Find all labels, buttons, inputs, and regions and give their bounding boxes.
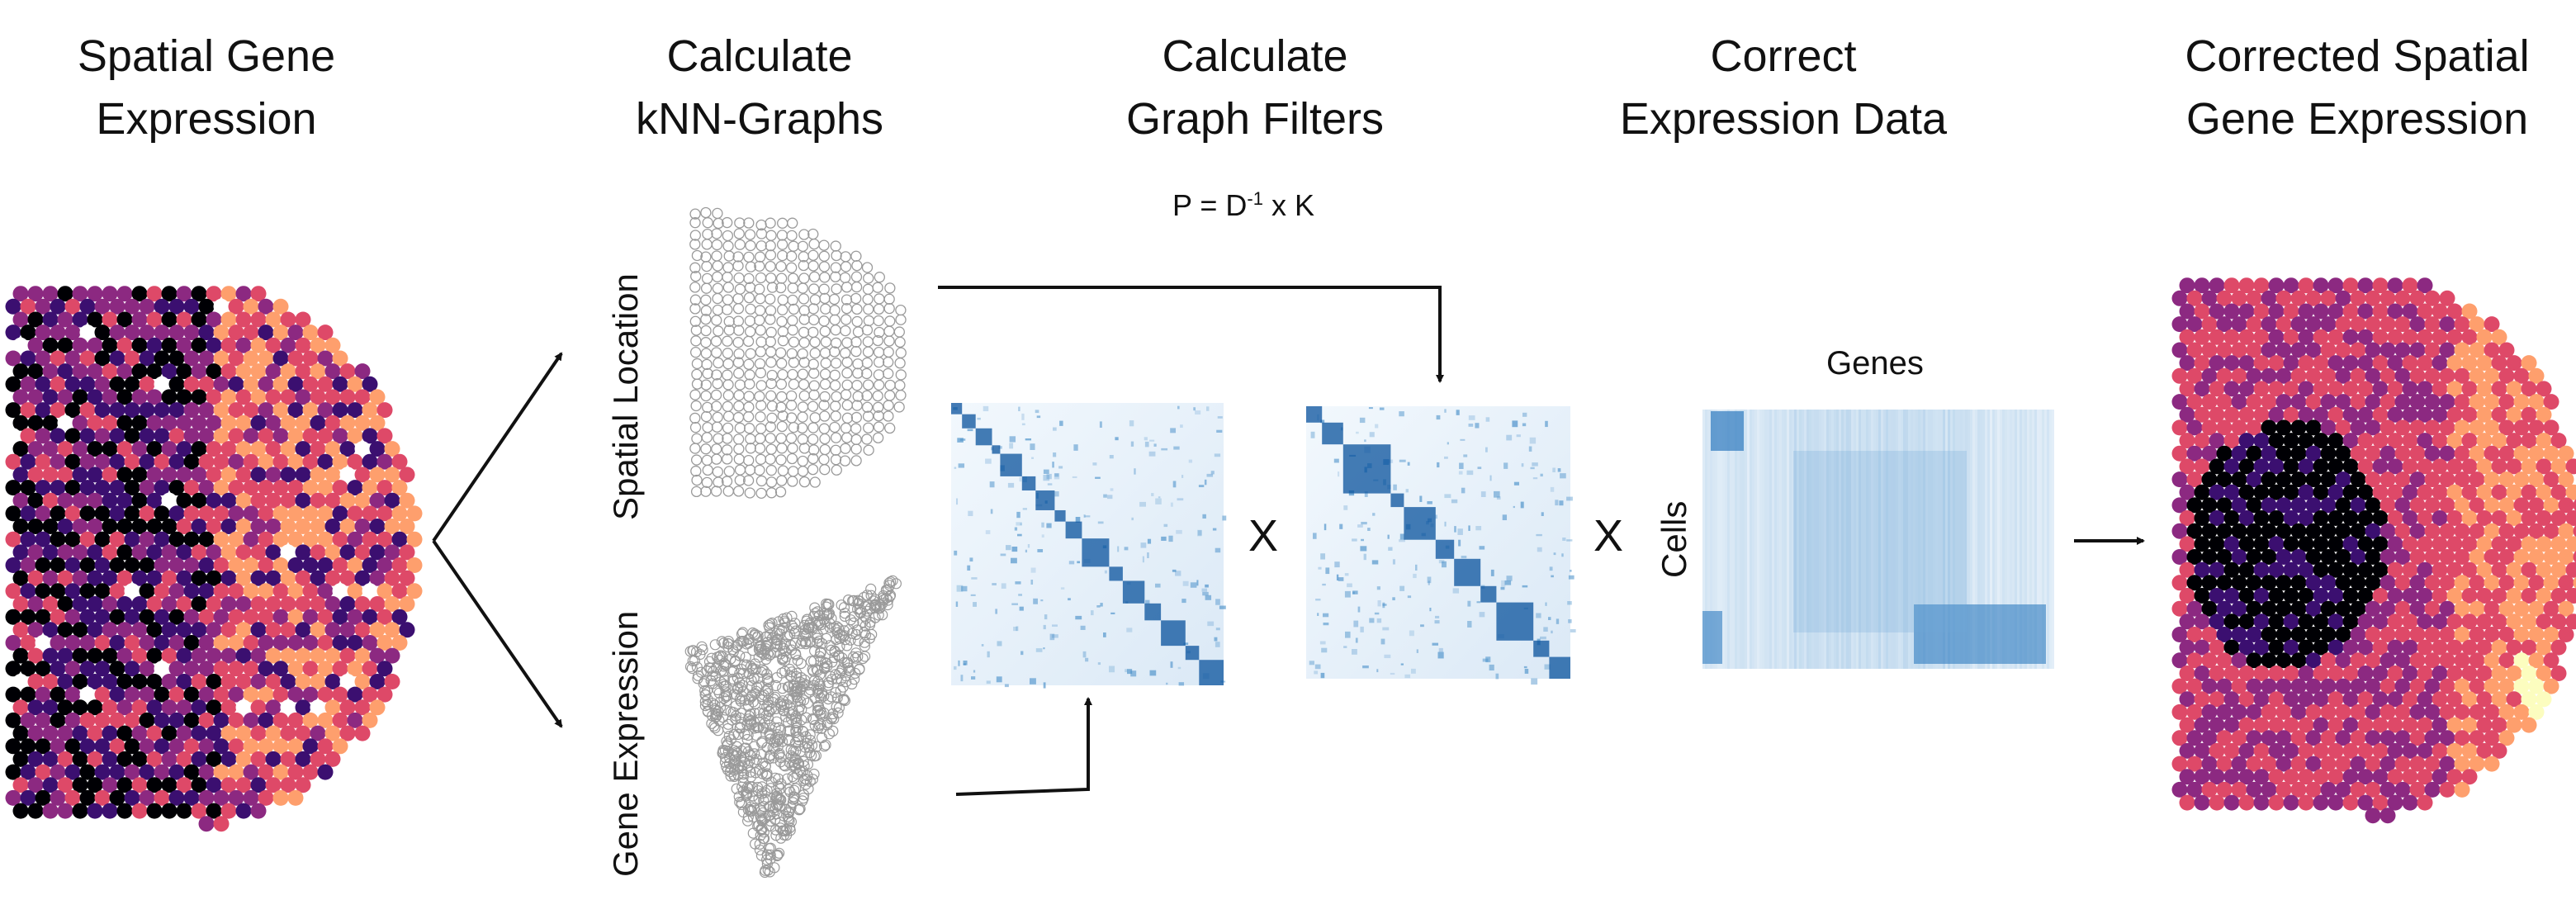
- heatmap-graph-filter-2: [1306, 406, 1576, 685]
- step-title-knn-graphs: Calculate kNN-Graphs: [594, 25, 925, 150]
- formula-lhs: P = D: [1172, 188, 1248, 222]
- step-title-line1: Calculate: [666, 31, 853, 81]
- cells-label: Cells: [1655, 500, 1693, 578]
- step-title-line2: Expression Data: [1619, 94, 1948, 144]
- gene-expression-label: Gene Expression: [606, 610, 645, 877]
- down-arrow: [938, 286, 1444, 383]
- step-title-correct-expression: Correct Expression Data: [1593, 25, 1973, 150]
- branch-arrow-up: [432, 352, 563, 542]
- step-title-corrected-expression: Corrected Spatial Gene Expression: [2147, 25, 2568, 150]
- tissue-map-original: [5, 286, 423, 832]
- step-title-line2: kNN-Graphs: [635, 94, 884, 144]
- multiply-operator-1: X: [1248, 511, 1279, 561]
- step-title-line1: Corrected Spatial: [2185, 31, 2530, 81]
- step-title-graph-filters: Calculate Graph Filters: [1082, 25, 1428, 150]
- formula-exponent: -1: [1247, 188, 1263, 209]
- step-title-line1: Calculate: [1162, 31, 1348, 81]
- filter-formula: P = D-1 x K: [1172, 188, 1314, 223]
- branch-arrow-down: [432, 539, 563, 728]
- knn-graph-spatial: [689, 206, 907, 499]
- step-title-line1: Spatial Gene: [77, 31, 336, 81]
- genes-label: Genes: [1826, 345, 1924, 381]
- step-title-line2: Expression: [96, 94, 317, 144]
- multiply-operator-2: X: [1593, 511, 1624, 561]
- step-title-line2: Graph Filters: [1125, 94, 1385, 144]
- heatmap-expression-matrix: [1702, 410, 2054, 669]
- up-arrow: [955, 697, 1092, 796]
- step-title-spatial-expression: Spatial Gene Expression: [33, 25, 380, 150]
- heatmap-graph-filter-1: [951, 403, 1227, 689]
- formula-rhs: x K: [1262, 188, 1314, 222]
- step-title-line1: Correct: [1710, 31, 1857, 81]
- spatial-location-label: Spatial Location: [606, 273, 645, 520]
- step-title-line2: Gene Expression: [2185, 94, 2529, 144]
- tissue-map-corrected: [2171, 277, 2576, 824]
- knn-graph-expression: [684, 575, 902, 879]
